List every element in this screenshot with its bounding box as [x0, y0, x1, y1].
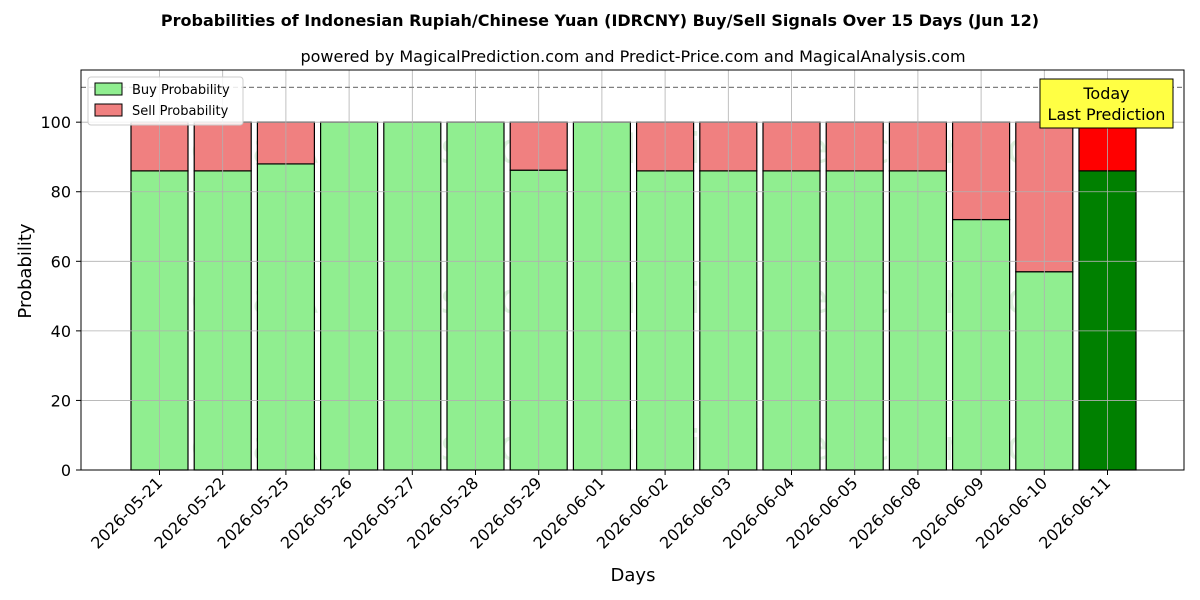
- annotation-text: Last Prediction: [1048, 105, 1166, 124]
- y-tick-label: 100: [40, 113, 71, 132]
- legend-label: Buy Probability: [132, 83, 230, 98]
- legend-swatch: [94, 82, 123, 96]
- y-axis-label: Probability: [15, 223, 36, 318]
- plot-frame: [80, 69, 1185, 471]
- annotation: Today Last Prediction: [1039, 78, 1174, 129]
- annotation-text: Today: [1082, 84, 1129, 103]
- legend-swatch: [94, 103, 123, 117]
- y-tick-label: 80: [51, 183, 71, 202]
- y-tick-label: 40: [51, 322, 71, 341]
- legend-label: Sell Probability: [132, 104, 229, 119]
- annotation-box: [1039, 78, 1174, 129]
- y-tick-label: 60: [51, 252, 71, 271]
- chart-title: Probabilities of Indonesian Rupiah/Chine…: [161, 11, 1039, 30]
- legend: Buy Probability Sell Probability: [87, 76, 244, 126]
- chart-subtitle: powered by MagicalPrediction.com and Pre…: [300, 47, 965, 66]
- y-tick-label: 0: [61, 461, 71, 480]
- x-axis-label: Days: [611, 565, 656, 586]
- legend-box: [87, 76, 244, 126]
- y-tick-label: 20: [51, 391, 71, 410]
- plot-area: MagicalAnalysis.comMagicalPrediction.com…: [40, 69, 1185, 553]
